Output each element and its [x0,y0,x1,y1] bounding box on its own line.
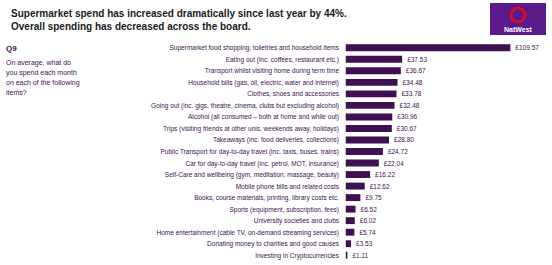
svg-text:University societies and clubs: University societies and clubs [254,217,340,225]
svg-text:items?: items? [6,89,27,96]
svg-text:on each of the following: on each of the following [6,79,80,87]
svg-text:£30.96: £30.96 [397,113,417,120]
svg-text:Investing in Cryptocurrencies: Investing in Cryptocurrencies [255,252,340,260]
svg-text:Household bills (gas, oil, ele: Household bills (gas, oil, electric, wat… [188,79,339,87]
svg-text:£32.48: £32.48 [400,102,420,109]
svg-text:£6.52: £6.52 [361,206,378,213]
svg-text:Clothes, shoes and accessories: Clothes, shoes and accessories [247,90,340,97]
svg-text:you spend each month: you spend each month [6,69,77,77]
svg-text:£28.80: £28.80 [394,136,414,143]
svg-text:Overall spending has decreased: Overall spending has decreased across th… [11,21,251,32]
svg-text:Books, course materials, print: Books, course materials, printing, libra… [194,194,339,202]
svg-text:£30.67: £30.67 [397,125,417,132]
svg-text:£109.57: £109.57 [515,44,539,51]
svg-text:£33.78: £33.78 [402,90,422,97]
svg-text:£34.48: £34.48 [403,79,423,86]
svg-text:£12.62: £12.62 [370,183,390,190]
svg-text:£9.75: £9.75 [365,194,382,201]
svg-text:Home entertainment (cable TV,: Home entertainment (cable TV, on-demand … [157,229,339,237]
svg-text:£24.72: £24.72 [388,148,408,155]
svg-text:Takeaways (inc. food deliverie: Takeaways (inc. food deliveries, collect… [213,136,339,144]
svg-text:£5.74: £5.74 [359,229,376,236]
svg-text:£22.04: £22.04 [384,160,404,167]
svg-text:Q9: Q9 [6,44,17,53]
svg-text:NatWest: NatWest [504,26,533,33]
svg-text:£36.67: £36.67 [406,67,426,74]
svg-text:On average, what do: On average, what do [6,59,71,67]
svg-text:Donating money to charities an: Donating money to charities and good cau… [207,240,340,248]
svg-text:Trips (visiting friends at oth: Trips (visiting friends at other unis, w… [163,125,339,133]
svg-text:£6.02: £6.02 [360,217,377,224]
svg-text:Mobile phone bills and related: Mobile phone bills and related costs [236,183,340,191]
svg-text:£16.22: £16.22 [375,171,395,178]
svg-text:£3.53: £3.53 [356,240,373,247]
svg-text:Eating out (inc. coffees, rest: Eating out (inc. coffees, restaurant etc… [226,56,339,64]
svg-text:Going out (inc. gigs, theatre,: Going out (inc. gigs, theatre, cinema, c… [151,102,339,110]
svg-text:Transport whilst visiting home: Transport whilst visiting home during te… [205,67,340,75]
svg-text:£37.53: £37.53 [407,56,427,63]
svg-text:£1.11: £1.11 [352,252,368,259]
svg-text:Alcohol (all consumed – both a: Alcohol (all consumed – both at home and… [188,113,339,121]
svg-text:Supermarket food shopping, toi: Supermarket food shopping, toiletries an… [170,44,340,52]
svg-text:Supermarket spend has increase: Supermarket spend has increased dramatic… [11,8,347,19]
svg-text:Public Transport for day-to-da: Public Transport for day-to-day travel (… [161,148,339,156]
svg-text:Car for day-to-day travel (inc: Car for day-to-day travel (inc. petrol, … [185,160,339,168]
svg-text:Self-Care and wellbeing (gym,: Self-Care and wellbeing (gym, meditation… [165,171,339,179]
svg-text:Sports (equipment, subscriptio: Sports (equipment, subscription, fees) [230,206,339,214]
